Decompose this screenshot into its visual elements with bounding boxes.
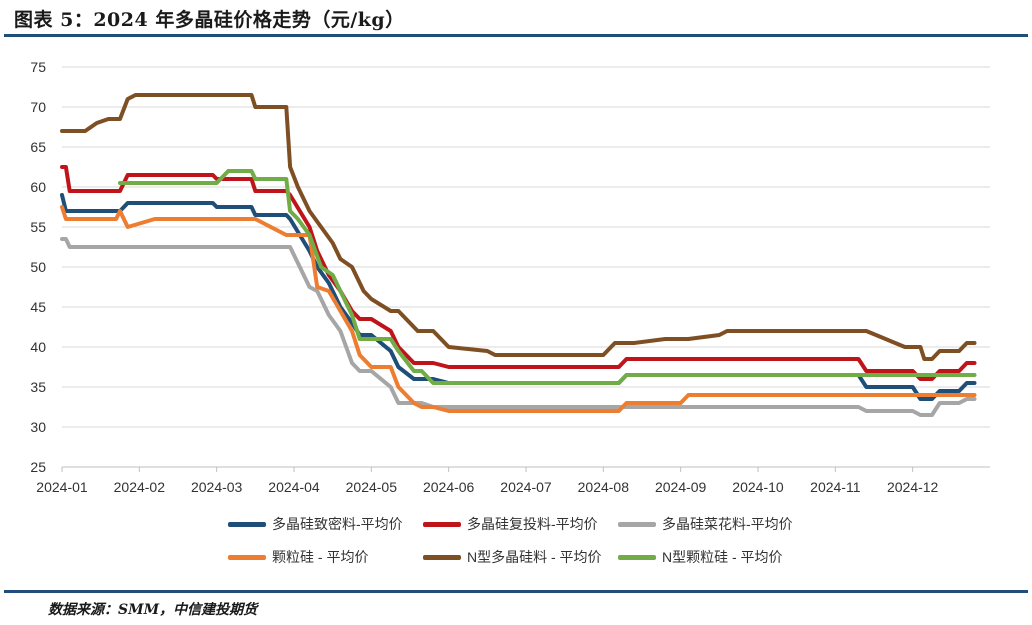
- legend-swatch: [423, 554, 461, 560]
- top-divider: [4, 34, 1028, 37]
- series-lines: [60, 93, 977, 417]
- legend-label: 多晶硅致密料-平均价: [272, 516, 403, 532]
- legend-item-2: 多晶硅复投料-平均价: [423, 514, 598, 534]
- x-tick-label: 2024-05: [346, 479, 398, 495]
- x-tick-label: 2024-10: [732, 479, 784, 495]
- legend-swatch: [228, 554, 266, 560]
- legend-item-5: N型多晶硅料 - 平均价: [423, 547, 602, 567]
- bottom-divider: [4, 590, 1028, 593]
- y-tick-label: 30: [30, 419, 46, 435]
- legend-label: 多晶硅复投料-平均价: [467, 516, 598, 532]
- y-axis-ticks: 25 30 35 40 45 50 55 60 65 70 75: [30, 59, 46, 475]
- legend-swatch: [423, 521, 461, 527]
- x-tick-label: 2024-06: [423, 479, 475, 495]
- chart-title: 图表 5：2024 年多晶硅价格走势（元/kg）: [14, 9, 405, 31]
- x-tick-label: 2024-03: [191, 479, 243, 495]
- x-tick-label: 2024-07: [500, 479, 552, 495]
- legend-label: 多晶硅菜花料-平均价: [662, 516, 793, 532]
- x-tick-label: 2024-09: [655, 479, 707, 495]
- legend-item-4: 颗粒硅 - 平均价: [228, 547, 368, 567]
- legend-label: N型多晶硅料 - 平均价: [467, 549, 602, 565]
- y-tick-label: 35: [30, 379, 46, 395]
- legend-item-6: N型颗粒硅 - 平均价: [618, 547, 783, 567]
- y-tick-label: 60: [30, 179, 46, 195]
- series-line-1: [60, 193, 977, 401]
- y-tick-label: 55: [30, 219, 46, 235]
- series-line-5: [60, 93, 977, 361]
- legend-label: 颗粒硅 - 平均价: [272, 549, 369, 565]
- series-line-2: [60, 165, 977, 381]
- x-tick-label: 2024-04: [268, 479, 320, 495]
- series-line-3: [60, 237, 977, 417]
- legend-swatch: [618, 521, 656, 527]
- legend-item-3: 多晶硅菜花料-平均价: [618, 514, 793, 534]
- y-tick-label: 75: [30, 59, 46, 75]
- legend-label: N型颗粒硅 - 平均价: [662, 549, 783, 565]
- y-tick-label: 45: [30, 299, 46, 315]
- x-tick-label: 2024-02: [114, 479, 166, 495]
- y-tick-label: 70: [30, 99, 46, 115]
- y-tick-label: 25: [30, 459, 46, 475]
- legend-swatch: [618, 554, 656, 560]
- x-axis-ticks: 2024-01 2024-02 2024-03 2024-04 2024-05 2024-…: [36, 467, 939, 495]
- y-tick-label: 40: [30, 339, 46, 355]
- source-note: 数据来源：SMM，中信建投期货: [48, 602, 258, 618]
- x-tick-label: 2024-12: [887, 479, 939, 495]
- series-line-6: [118, 169, 977, 385]
- x-tick-label: 2024-11: [810, 479, 861, 495]
- series-line-4: [60, 205, 977, 413]
- y-tick-label: 65: [30, 139, 46, 155]
- legend-swatch: [228, 521, 266, 527]
- x-tick-label: 2024-08: [578, 479, 630, 495]
- x-tick-label: 2024-01: [36, 479, 88, 495]
- legend-item-1: 多晶硅致密料-平均价: [228, 514, 403, 534]
- y-tick-label: 50: [30, 259, 46, 275]
